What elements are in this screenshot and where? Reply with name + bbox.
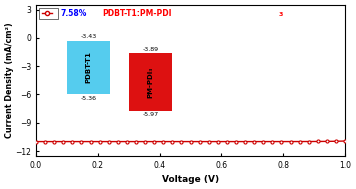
X-axis label: Voltage (V): Voltage (V) xyxy=(162,175,219,184)
Y-axis label: Current Density (mA/cm²): Current Density (mA/cm²) xyxy=(5,22,14,138)
Text: 3: 3 xyxy=(279,12,283,17)
Text: PDBT-T1:PM-PDI: PDBT-T1:PM-PDI xyxy=(103,9,172,18)
Legend:   xyxy=(40,8,58,19)
Text: 7.58%: 7.58% xyxy=(61,9,87,18)
